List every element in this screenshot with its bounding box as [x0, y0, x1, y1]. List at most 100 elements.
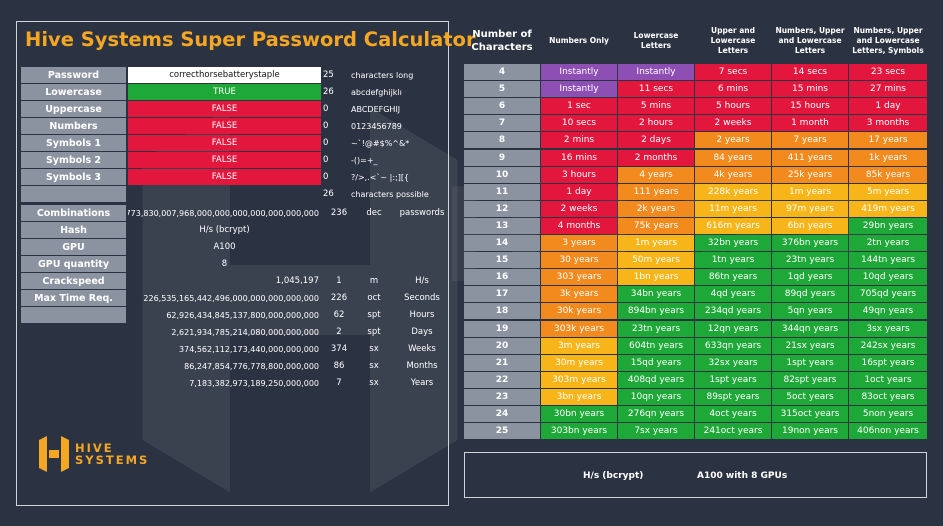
page-title: Hive Systems Super Password Calculator — [25, 28, 476, 51]
max-time-num: 374 — [330, 344, 348, 354]
time-cell: 111 years — [618, 183, 694, 200]
footer-gpu: A100 with 8 GPUs — [697, 471, 788, 481]
char-set-desc: -()=+_ — [351, 155, 378, 165]
char-count: 0 — [323, 121, 329, 131]
time-cell: 5oct years — [772, 388, 848, 405]
crackspeed-value: 1,045,197 — [275, 276, 319, 286]
time-cell: 1 day — [849, 98, 927, 115]
max-time-value: 226,535,165,442,496,000,000,000,000,000 — [143, 293, 319, 303]
time-cell: 4k years — [695, 166, 771, 183]
max-time-num: 86 — [333, 361, 345, 371]
max-time-unit: sx — [369, 378, 379, 388]
hive-systems-logo: HIVE SYSTEMS — [37, 434, 149, 474]
table-row: 10 3 hours 4 years 4k years 25k years 85k yea… — [464, 166, 927, 183]
time-cell: 1spt years — [772, 354, 848, 371]
password-input[interactable]: correcthorsebatterystaple — [128, 67, 321, 83]
time-cell: 1m years — [618, 235, 694, 251]
time-cell: 2k years — [618, 200, 694, 217]
time-cell: 303 years — [541, 269, 617, 286]
time-cell: 10 secs — [541, 115, 617, 132]
time-cell: 1tn years — [695, 252, 771, 269]
max-time-unit: oct — [367, 293, 381, 303]
max-time-unit2: Weeks — [408, 344, 436, 354]
time-cell: 3 hours — [541, 166, 617, 183]
header-numbers-upper-lower: Numbers, Upper and Lowercase Letters — [775, 26, 845, 55]
table-row: 22 303m years 408qd years 1spt years 82spt y… — [464, 371, 927, 388]
header-upper-lower: Upper and Lowercase Letters — [710, 26, 756, 55]
time-cell: 5non years — [849, 406, 927, 422]
time-cell: 2 hours — [618, 115, 694, 132]
input-value-6[interactable]: FALSE — [128, 169, 321, 185]
gpu-value: A100 — [213, 242, 236, 252]
max-time-value: 62,926,434,845,137,800,000,000,000 — [166, 310, 319, 320]
max-time-label — [21, 375, 126, 391]
char-count: 26 — [323, 189, 334, 199]
gpu-quantity-label: GPU quantity — [21, 256, 126, 272]
char-set-desc: 0123456789 — [351, 121, 402, 131]
max-time-label — [21, 307, 126, 323]
time-cell: 5 hours — [695, 98, 771, 115]
input-label: Symbols 3 — [21, 169, 126, 185]
max-time-num: 226 — [330, 293, 348, 303]
combinations-num: 236 — [330, 208, 348, 218]
max-time-unit2: Seconds — [404, 293, 440, 303]
config-summary: H/s (bcrypt) A100 with 8 GPUs — [464, 452, 927, 498]
row-char-count: 9 — [464, 149, 540, 166]
input-value-3[interactable]: FALSE — [128, 118, 321, 134]
time-cell: 1qd years — [772, 269, 848, 286]
table-row: 18 30k years 894bn years 234qd years 5qn yea… — [464, 303, 927, 320]
char-set-desc: abcdefghijklı — [351, 87, 402, 97]
row-char-count: 21 — [464, 354, 540, 371]
time-cell: 4 years — [618, 166, 694, 183]
time-cell: 303m years — [541, 371, 617, 388]
crackspeed-label: Crackspeed — [21, 273, 126, 289]
combinations-unit2: passwords — [399, 208, 445, 218]
input-value-2[interactable]: FALSE — [128, 101, 321, 117]
char-count: 0 — [323, 138, 329, 148]
time-cell: 15qd years — [618, 354, 694, 371]
time-cell: 1m years — [772, 183, 848, 200]
input-label: Numbers — [21, 118, 126, 134]
time-cell: 7 years — [772, 132, 848, 149]
time-cell: 7 secs — [695, 64, 771, 80]
input-value-5[interactable]: FALSE — [128, 152, 321, 168]
time-cell: 23tn years — [618, 320, 694, 337]
logo-line1: HIVE — [75, 441, 114, 455]
row-char-count: 6 — [464, 98, 540, 115]
time-cell: 1 sec — [541, 98, 617, 115]
char-set-desc: characters long — [351, 70, 414, 80]
time-cell: 27 mins — [849, 81, 927, 98]
time-cell: 6bn years — [772, 217, 848, 234]
input-value-1[interactable]: TRUE — [128, 84, 321, 100]
time-cell: 2 days — [618, 132, 694, 149]
time-cell: Instantly — [618, 64, 694, 80]
time-cell: 894bn years — [618, 303, 694, 320]
combinations-unit: dec — [366, 208, 382, 218]
time-cell: 17 years — [849, 132, 927, 149]
table-row: 20 3m years 604tn years 633qn years 21sx yea… — [464, 337, 927, 354]
time-cell: 30 years — [541, 252, 617, 269]
time-cell: 633qn years — [695, 337, 771, 354]
time-cell: 705qd years — [849, 286, 927, 303]
time-cell: 3 months — [849, 115, 927, 132]
time-cell: 2 years — [695, 132, 771, 149]
time-cell: 4 months — [541, 217, 617, 234]
time-cell: 344qn years — [772, 320, 848, 337]
header-lowercase: Lowercase Letters — [633, 31, 679, 50]
crackspeed-num: 1 — [336, 276, 342, 286]
time-cell: 604tn years — [618, 337, 694, 354]
time-cell: 21sx years — [772, 337, 848, 354]
time-cell: 11 secs — [618, 81, 694, 98]
input-value-4[interactable]: FALSE — [128, 135, 321, 151]
time-cell: 32sx years — [695, 354, 771, 371]
header-all-symbols: Numbers, Upper and Lowercase Letters, Sy… — [852, 26, 924, 55]
time-cell: 406non years — [849, 423, 927, 440]
time-cell: 1k years — [849, 149, 927, 166]
time-cell: 83oct years — [849, 388, 927, 405]
row-char-count: 14 — [464, 235, 540, 251]
time-cell: 23tn years — [772, 252, 848, 269]
time-cell: 10qd years — [849, 269, 927, 286]
time-cell: 84 years — [695, 149, 771, 166]
time-cell: 5m years — [849, 183, 927, 200]
